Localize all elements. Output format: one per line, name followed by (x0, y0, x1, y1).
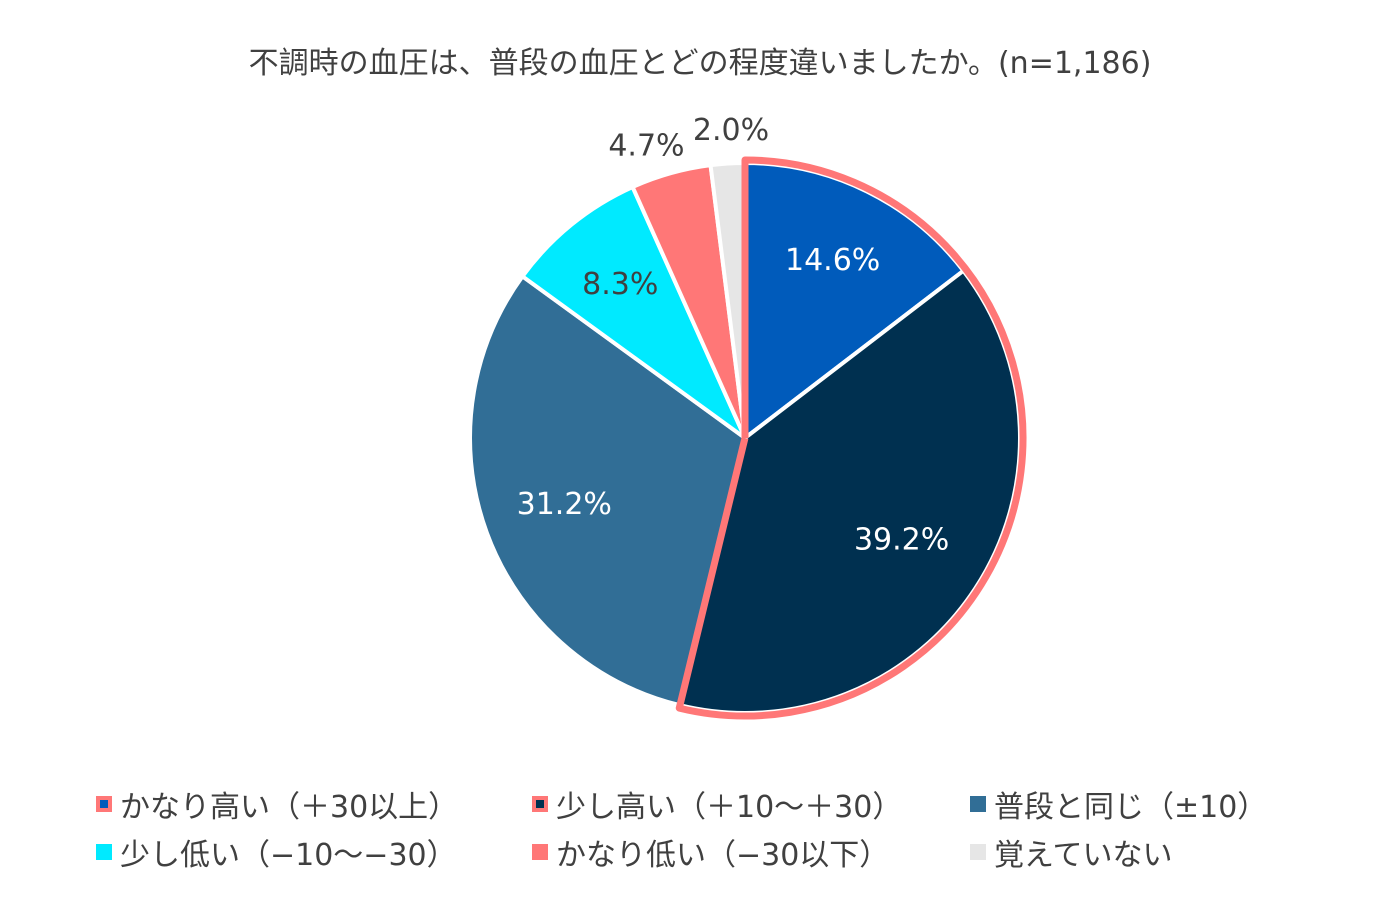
legend-item-very-low: かなり低い（−30以下） (532, 830, 889, 874)
data-label-very-low: 4.7% (608, 129, 684, 164)
legend-item-very-high: かなり高い（＋30以上） (96, 782, 458, 826)
legend-marker-slightly-high (532, 796, 548, 812)
legend-marker-slightly-low (96, 844, 112, 860)
legend-item-same: 普段と同じ（±10） (970, 782, 1267, 826)
data-label-dont-remember: 2.0% (693, 113, 769, 148)
legend-label-slightly-low: 少し低い（−10〜−30） (120, 838, 457, 873)
legend-item-dont-remember: 覚えていない (970, 830, 1173, 874)
legend-item-slightly-high: 少し高い（＋10〜＋30） (532, 782, 902, 826)
legend-label-same: 普段と同じ（±10） (994, 790, 1268, 825)
legend-marker-very-high (96, 796, 112, 812)
data-label-slightly-high: 39.2% (854, 523, 949, 558)
high-group-outline (675, 156, 1027, 720)
legend-marker-dont-remember (970, 844, 986, 860)
legend-label-dont-remember: 覚えていない (994, 838, 1173, 873)
data-label-very-high: 14.6% (785, 243, 880, 278)
legend-label-very-high: かなり高い（＋30以上） (120, 790, 459, 825)
legend-item-slightly-low: 少し低い（−10〜−30） (96, 830, 457, 874)
legend-label-slightly-high: 少し高い（＋10〜＋30） (556, 790, 903, 825)
chart-title: 不調時の血圧は、普段の血圧とどの程度違いましたか。(n=1,186) (248, 46, 1152, 81)
data-label-slightly-low: 8.3% (582, 267, 658, 302)
legend-marker-same (970, 796, 986, 812)
data-label-same: 31.2% (517, 487, 612, 522)
legend-label-very-low: かなり低い（−30以下） (556, 838, 890, 873)
pie-slice-slightly-low (520, 185, 747, 440)
pie-slice-same (468, 274, 747, 708)
legend-marker-very-low (532, 844, 548, 860)
